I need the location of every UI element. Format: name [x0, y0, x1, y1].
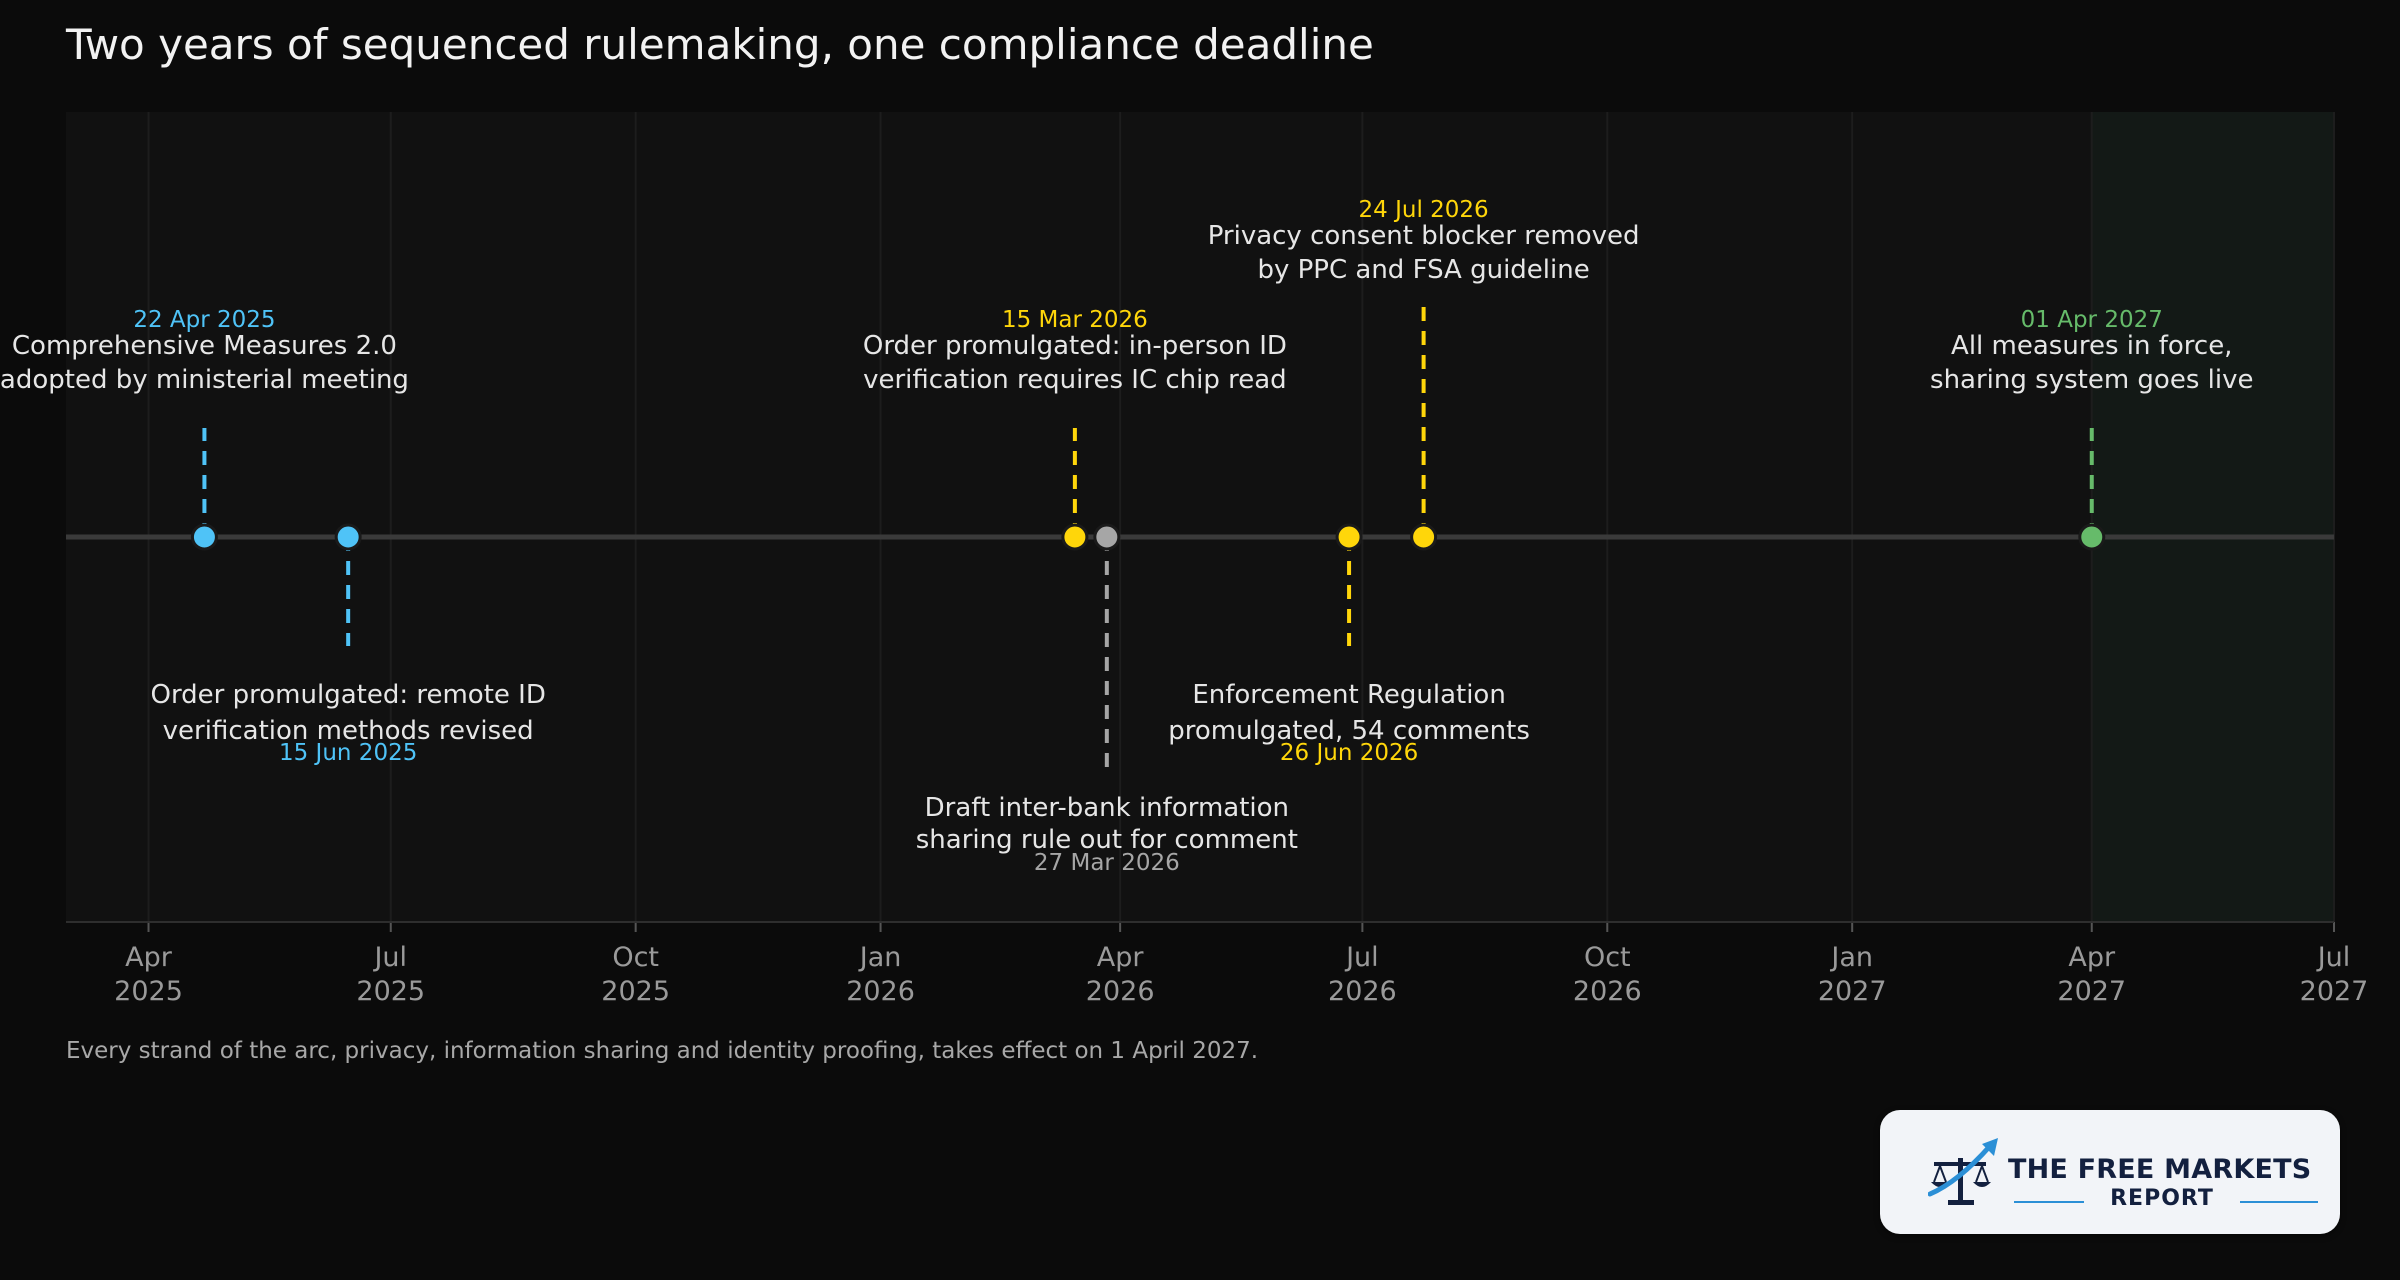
event-description: adopted by ministerial meeting — [0, 365, 409, 395]
publisher-logo: THE FREE MARKETS REPORT — [1880, 1110, 2340, 1234]
event-description: Draft inter-bank information — [925, 793, 1289, 823]
tick-label-year: 2026 — [846, 976, 915, 1007]
tick-label-year: 2027 — [2057, 976, 2126, 1007]
event-marker — [1335, 523, 1363, 551]
page-title: Two years of sequenced rulemaking, one c… — [66, 20, 1374, 69]
tick-label-year: 2026 — [1328, 976, 1397, 1007]
event-date-label: 22 Apr 2025 — [133, 307, 275, 333]
event-date-label: 15 Mar 2026 — [1002, 307, 1148, 333]
event-marker — [1410, 523, 1438, 551]
tick-label-year: 2027 — [2300, 976, 2369, 1007]
event-marker — [2078, 523, 2106, 551]
footnote: Every strand of the arc, privacy, inform… — [66, 1038, 1259, 1064]
event-date-label: 15 Jun 2025 — [279, 740, 417, 766]
plot-area — [66, 112, 2334, 922]
timeline-chart: Apr2025Jul2025Oct2025Jan2026Apr2026Jul20… — [0, 112, 2369, 1007]
tick-label-month: Oct — [1584, 942, 1631, 973]
event-description: promulgated, 54 comments — [1168, 716, 1530, 746]
logo-line2: REPORT — [2110, 1186, 2214, 1211]
event-description: Privacy consent blocker removed — [1208, 221, 1640, 251]
tick-label-month: Jan — [858, 942, 902, 973]
event-description: verification requires IC chip read — [863, 365, 1287, 395]
event-description: Order promulgated: remote ID — [150, 680, 545, 710]
logo-rule-left — [2014, 1201, 2084, 1203]
event-date-label: 24 Jul 2026 — [1359, 197, 1489, 223]
tick-label-month: Jul — [2316, 942, 2351, 973]
event-description: sharing system goes live — [1930, 365, 2253, 395]
tick-label-month: Apr — [2068, 942, 2116, 973]
logo-line1: THE FREE MARKETS — [2008, 1154, 2312, 1185]
event-date-label: 27 Mar 2026 — [1034, 850, 1180, 876]
event-date-label: 01 Apr 2027 — [2021, 307, 2163, 333]
tick-label-year: 2027 — [1818, 976, 1887, 1007]
tick-label-month: Jan — [1829, 942, 1873, 973]
event-description: Comprehensive Measures 2.0 — [12, 331, 397, 361]
event-marker — [1093, 523, 1121, 551]
event-description: Enforcement Regulation — [1192, 680, 1505, 710]
tick-label-year: 2025 — [114, 976, 183, 1007]
tick-label-month: Jul — [372, 942, 407, 973]
event-description: sharing rule out for comment — [916, 825, 1298, 855]
event-marker — [190, 523, 218, 551]
tick-label-month: Apr — [1097, 942, 1145, 973]
event-description: verification methods revised — [163, 716, 534, 746]
tick-label-year: 2026 — [1086, 976, 1155, 1007]
scales-arrow-icon — [1928, 1138, 1998, 1205]
tick-label-year: 2026 — [1573, 976, 1642, 1007]
event-date-label: 26 Jun 2026 — [1280, 740, 1418, 766]
logo-rule-right — [2240, 1201, 2318, 1203]
tick-label-year: 2025 — [601, 976, 670, 1007]
tick-label-month: Oct — [612, 942, 659, 973]
event-marker — [1061, 523, 1089, 551]
event-description: by PPC and FSA guideline — [1257, 255, 1589, 285]
tick-label-year: 2025 — [356, 976, 425, 1007]
event-marker — [334, 523, 362, 551]
event-description: All measures in force, — [1951, 331, 2232, 361]
tick-label-month: Jul — [1344, 942, 1379, 973]
compliance-band — [2091, 112, 2334, 922]
tick-label-month: Apr — [125, 942, 173, 973]
event-description: Order promulgated: in-person ID — [863, 331, 1287, 361]
